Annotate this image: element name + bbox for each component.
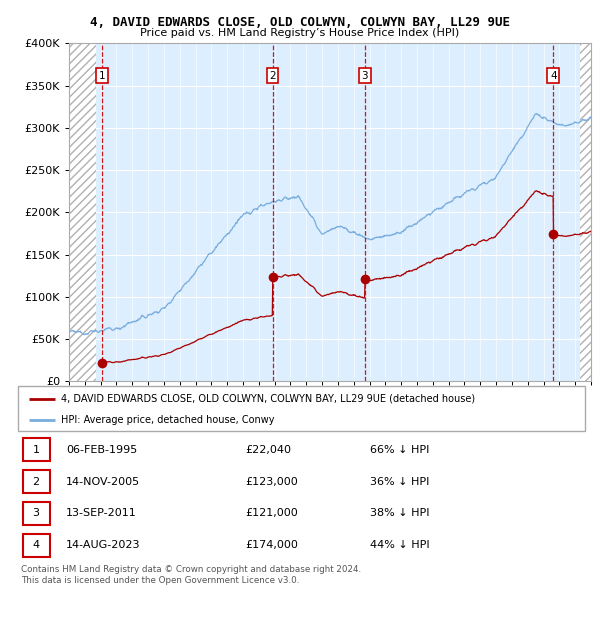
Bar bbox=[23, 470, 50, 493]
Text: £123,000: £123,000 bbox=[245, 477, 298, 487]
Text: £121,000: £121,000 bbox=[245, 508, 298, 518]
Text: 13-SEP-2011: 13-SEP-2011 bbox=[66, 508, 137, 518]
Text: 1: 1 bbox=[99, 71, 106, 81]
Text: 66% ↓ HPI: 66% ↓ HPI bbox=[370, 445, 429, 455]
Text: Contains HM Land Registry data © Crown copyright and database right 2024.
This d: Contains HM Land Registry data © Crown c… bbox=[21, 565, 361, 585]
Text: 2: 2 bbox=[269, 71, 276, 81]
Text: £174,000: £174,000 bbox=[245, 540, 298, 550]
Text: Price paid vs. HM Land Registry’s House Price Index (HPI): Price paid vs. HM Land Registry’s House … bbox=[140, 28, 460, 38]
Bar bbox=[23, 502, 50, 525]
Text: 14-NOV-2005: 14-NOV-2005 bbox=[66, 477, 140, 487]
Bar bbox=[69, 43, 96, 381]
Text: 06-FEB-1995: 06-FEB-1995 bbox=[66, 445, 137, 455]
Text: 3: 3 bbox=[32, 508, 40, 518]
Text: HPI: Average price, detached house, Conwy: HPI: Average price, detached house, Conw… bbox=[61, 415, 274, 425]
Bar bbox=[23, 534, 50, 557]
Text: 3: 3 bbox=[362, 71, 368, 81]
Text: 38% ↓ HPI: 38% ↓ HPI bbox=[370, 508, 429, 518]
Bar bbox=[69, 43, 96, 381]
Text: 2: 2 bbox=[32, 477, 40, 487]
Text: 14-AUG-2023: 14-AUG-2023 bbox=[66, 540, 140, 550]
Text: 1: 1 bbox=[32, 445, 40, 455]
Bar bbox=[580, 43, 591, 381]
Text: 4: 4 bbox=[550, 71, 557, 81]
Text: 4, DAVID EDWARDS CLOSE, OLD COLWYN, COLWYN BAY, LL29 9UE: 4, DAVID EDWARDS CLOSE, OLD COLWYN, COLW… bbox=[90, 16, 510, 29]
Text: 4: 4 bbox=[32, 540, 40, 550]
Bar bbox=[23, 438, 50, 461]
Text: £22,040: £22,040 bbox=[245, 445, 291, 455]
Text: 36% ↓ HPI: 36% ↓ HPI bbox=[370, 477, 429, 487]
Text: 4, DAVID EDWARDS CLOSE, OLD COLWYN, COLWYN BAY, LL29 9UE (detached house): 4, DAVID EDWARDS CLOSE, OLD COLWYN, COLW… bbox=[61, 394, 475, 404]
Text: 44% ↓ HPI: 44% ↓ HPI bbox=[370, 540, 429, 550]
Bar bbox=[580, 43, 591, 381]
